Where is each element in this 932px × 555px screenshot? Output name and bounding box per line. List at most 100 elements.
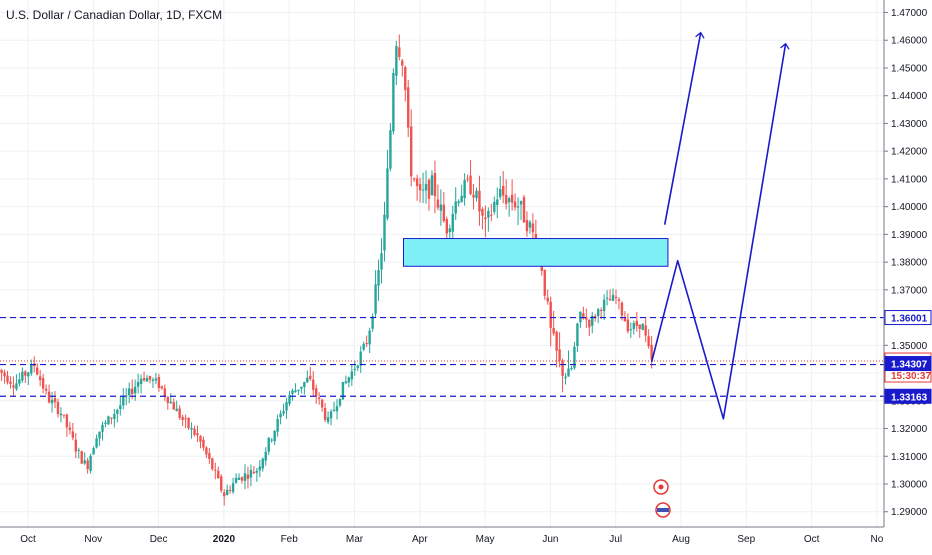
- candle-body: [507, 198, 511, 203]
- y-tick-label: 1.35000: [891, 341, 928, 352]
- candle-body: [166, 396, 170, 403]
- candle: [44, 384, 48, 395]
- candle-body: [591, 315, 594, 326]
- candle: [24, 370, 27, 383]
- candle-body: [555, 331, 558, 351]
- candle-body: [312, 379, 315, 390]
- candle: [86, 457, 89, 474]
- candle: [255, 467, 259, 482]
- candle: [493, 196, 496, 215]
- candle: [647, 329, 650, 349]
- candle-body: [184, 418, 187, 420]
- candle-body: [561, 360, 564, 376]
- candle: [338, 398, 342, 408]
- x-tick-label: Oct: [804, 534, 820, 545]
- candle: [374, 270, 377, 318]
- candle: [356, 364, 359, 372]
- candle: [160, 385, 164, 390]
- candle: [104, 419, 107, 428]
- candle-body: [59, 413, 63, 416]
- candle-body: [623, 317, 627, 322]
- candle: [392, 68, 395, 135]
- candle: [208, 448, 211, 464]
- candle-body: [83, 460, 86, 464]
- candle: [510, 179, 514, 211]
- candle-body: [12, 385, 15, 388]
- candle: [519, 200, 523, 220]
- candle: [475, 187, 478, 202]
- candle-body: [270, 439, 273, 441]
- candle-body: [38, 376, 42, 381]
- candle-body: [599, 309, 603, 312]
- candle-body: [220, 476, 223, 491]
- candle: [543, 269, 546, 300]
- candle: [270, 438, 273, 443]
- candle: [454, 187, 457, 221]
- candle-body: [573, 346, 576, 369]
- candle: [576, 322, 579, 353]
- flag-icon-us-band: [657, 508, 669, 512]
- candle: [386, 149, 389, 221]
- candle-body: [56, 401, 60, 415]
- candle-body: [217, 470, 220, 479]
- candle: [252, 466, 256, 474]
- candle-body: [421, 189, 425, 191]
- candle: [122, 388, 125, 410]
- candle: [341, 381, 345, 400]
- candle-body: [407, 87, 410, 128]
- candle: [591, 312, 594, 334]
- candle-body: [190, 427, 193, 430]
- candle: [243, 464, 247, 490]
- candle-body: [356, 365, 359, 369]
- candle-body: [300, 386, 303, 389]
- candle: [133, 379, 137, 401]
- candle-body: [611, 294, 615, 301]
- candle-body: [404, 67, 407, 91]
- candle-body: [490, 214, 493, 216]
- candle: [214, 462, 217, 480]
- y-tick-label: 1.40000: [891, 202, 928, 213]
- candle-body: [620, 302, 624, 316]
- candle-body: [478, 190, 481, 212]
- candle: [119, 396, 122, 416]
- candle-body: [181, 416, 184, 420]
- candle: [21, 367, 24, 383]
- level-tag-1: 1.36001: [884, 310, 932, 326]
- candle-body: [288, 395, 291, 404]
- candle-body: [576, 323, 579, 347]
- projection-line: [650, 42, 790, 420]
- candle-body: [442, 204, 446, 222]
- candle: [516, 197, 520, 226]
- candle: [499, 176, 502, 200]
- candle: [211, 457, 214, 471]
- candle: [56, 398, 60, 418]
- candle: [588, 318, 591, 337]
- candle: [231, 477, 235, 494]
- candle-body: [255, 470, 259, 473]
- candle: [347, 376, 351, 388]
- candle-body: [427, 179, 431, 199]
- candle-body: [644, 325, 647, 336]
- price-axis-bg: [884, 0, 932, 550]
- x-tick-label: Feb: [281, 534, 299, 545]
- candle: [12, 376, 15, 397]
- candle-body: [510, 194, 514, 203]
- candle: [487, 207, 490, 232]
- candle: [27, 371, 30, 386]
- candle-body: [395, 46, 398, 76]
- candle-body: [243, 473, 247, 481]
- projection-line: [663, 31, 705, 225]
- candle: [522, 194, 526, 223]
- candle-body: [282, 411, 285, 414]
- candle-body: [228, 489, 232, 491]
- candle: [629, 322, 633, 338]
- candle-body: [499, 189, 502, 198]
- level-tag-3-label: 1.33163: [891, 392, 928, 403]
- candle-body: [122, 396, 125, 406]
- candle: [365, 335, 368, 348]
- candle: [187, 417, 190, 431]
- x-tick-label: Aug: [672, 534, 690, 545]
- candle: [424, 170, 428, 204]
